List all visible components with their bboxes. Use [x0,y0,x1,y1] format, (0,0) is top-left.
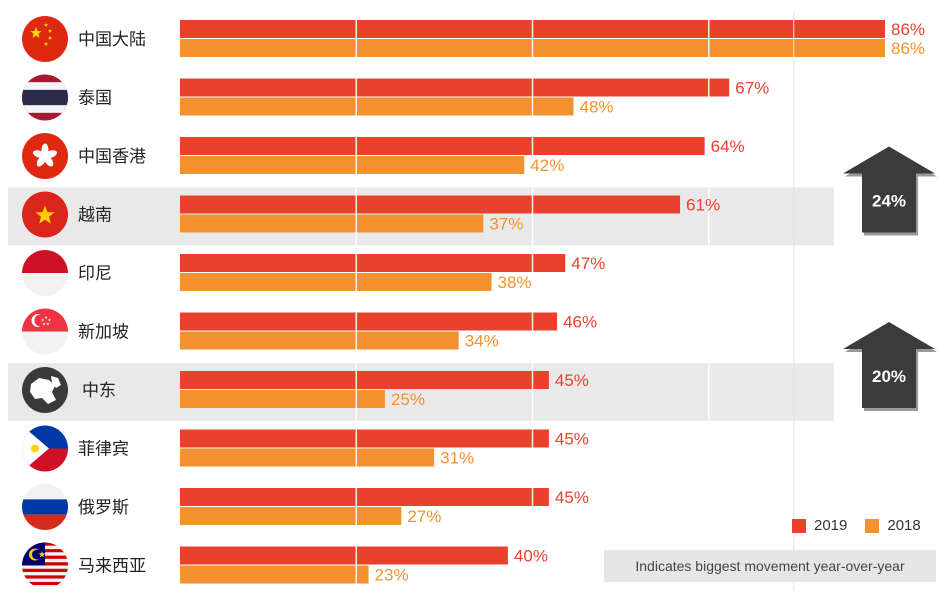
value-label-2019-7: 45% [555,371,589,390]
bar-2019-10 [180,546,508,565]
value-label-2018-4: 37% [489,215,523,234]
bar-2018-4 [180,214,484,233]
value-label-2019-1: 86% [891,20,925,39]
bar-2018-6 [180,331,459,350]
bar-2019-2 [180,78,730,97]
value-label-2019-8: 45% [555,430,589,449]
legend-swatch-2019 [792,518,806,533]
movement-label-2: 20% [872,367,906,386]
movement-arrows: 24% 20% [843,146,937,411]
value-label-2018-8: 31% [440,449,474,468]
movement-arrow-icon-1: 24% [843,146,937,236]
bar-2019-3 [180,137,705,155]
value-label-2019-3: 64% [711,137,745,156]
value-label-2018-7: 25% [391,390,425,409]
china-flag-icon [22,16,68,62]
bar-2018-5 [180,273,492,291]
category-label-10: 马来西亚 [78,557,146,577]
legend-label-2019: 2019 [814,517,848,534]
indonesia-flag-icon [22,250,68,296]
category-label-5: 印尼 [78,264,112,284]
category-label-6: 新加坡 [78,323,129,343]
value-labels: 86%86% 67% 48% 64% 42% 61% 37% 47% 38% 46% 34% 45% 2… [375,20,925,585]
thailand-flag-icon [22,74,68,121]
vietnam-flag-icon [22,191,68,238]
value-label-2018-5: 38% [498,273,532,292]
value-label-2019-6: 46% [563,313,597,332]
legend-label-2018: 2018 [887,517,921,534]
bar-2018-10 [180,565,369,584]
legend: 2019 2018 [792,517,921,534]
legend-item-2019: 2019 [792,517,847,534]
value-label-2018-3: 42% [530,156,564,175]
value-label-2019-4: 61% [686,196,720,215]
singapore-flag-icon [22,308,68,355]
value-label-2018-1: 86% [891,39,925,58]
flag-icons [22,16,68,589]
value-label-2018-10: 23% [375,566,409,585]
movement-arrow-icon-2: 20% [843,322,937,411]
value-label-2019-10: 40% [514,547,548,566]
value-label-2019-2: 67% [735,79,769,98]
russia-flag-icon [22,484,68,530]
bar-2019-5 [180,254,566,272]
value-label-2019-5: 47% [571,254,605,273]
category-label-3: 中国香港 [78,147,146,167]
legend-swatch-2018 [865,518,880,533]
value-label-2018-6: 34% [465,332,499,351]
bar-2019-4 [180,195,681,214]
legend-item-2018: 2018 [865,517,921,534]
middle-east-map-icon [22,367,68,413]
value-label-2019-9: 45% [555,488,589,507]
bar-2018-8 [180,448,435,467]
category-label-8: 菲律宾 [78,440,129,460]
value-label-2018-9: 27% [407,507,441,526]
category-label-7: 中东 [82,381,116,401]
grid [355,12,795,590]
bar-2018-3 [180,156,525,174]
bar-2019-9 [180,488,549,506]
category-label-2: 泰国 [78,89,112,109]
category-label-9: 俄罗斯 [78,498,129,518]
bar-2019-7 [180,371,549,389]
bar-2018-9 [180,507,402,525]
bar-2018-2 [180,97,574,116]
category-label-1: 中国大陆 [78,30,146,50]
hong-kong-flag-icon [22,133,68,179]
movement-label-1: 24% [872,192,906,211]
movement-note: Indicates biggest movement year-over-yea… [604,550,936,582]
category-label-4: 越南 [78,206,112,226]
bars [180,20,885,584]
malaysia-flag-icon [22,542,68,589]
philippines-flag-icon [22,425,68,472]
bar-2019-6 [180,312,558,331]
bar-2019-8 [180,429,549,448]
value-label-2018-2: 48% [579,98,613,117]
bar-2018-7 [180,390,385,408]
